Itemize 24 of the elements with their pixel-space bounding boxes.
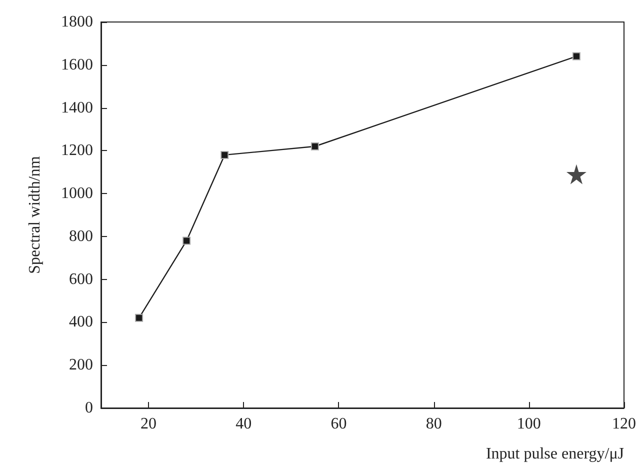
y-axis-title: Spectral width/nm [26,156,44,274]
y-tick-label: 400 [69,314,93,331]
point [310,142,319,150]
y-tick-label: 0 [85,400,93,416]
point [220,150,229,159]
x-tick-label: 60 [330,416,347,432]
x-tick-label: 120 [612,416,636,432]
point [135,314,144,322]
x-tick-label: 100 [516,416,541,432]
x-axis-title: Input pulse energy/μJ [486,446,624,462]
x-tick-label: 40 [236,416,252,432]
point [566,164,586,184]
y-tick-label: 600 [69,270,93,288]
y-tick-label: 1000 [61,185,93,202]
y-tick-label: 200 [69,356,93,374]
point [572,52,580,60]
y-tick-label: 1600 [61,56,93,74]
x-tick-label: 20 [140,416,157,432]
y-tick-label: 1200 [61,142,93,160]
y-tick-label: 1400 [61,99,93,116]
y-tick-label: 800 [69,228,93,245]
y-tick-label: 1800 [61,14,93,30]
x-tick-label: 80 [426,416,442,432]
point [182,236,191,245]
